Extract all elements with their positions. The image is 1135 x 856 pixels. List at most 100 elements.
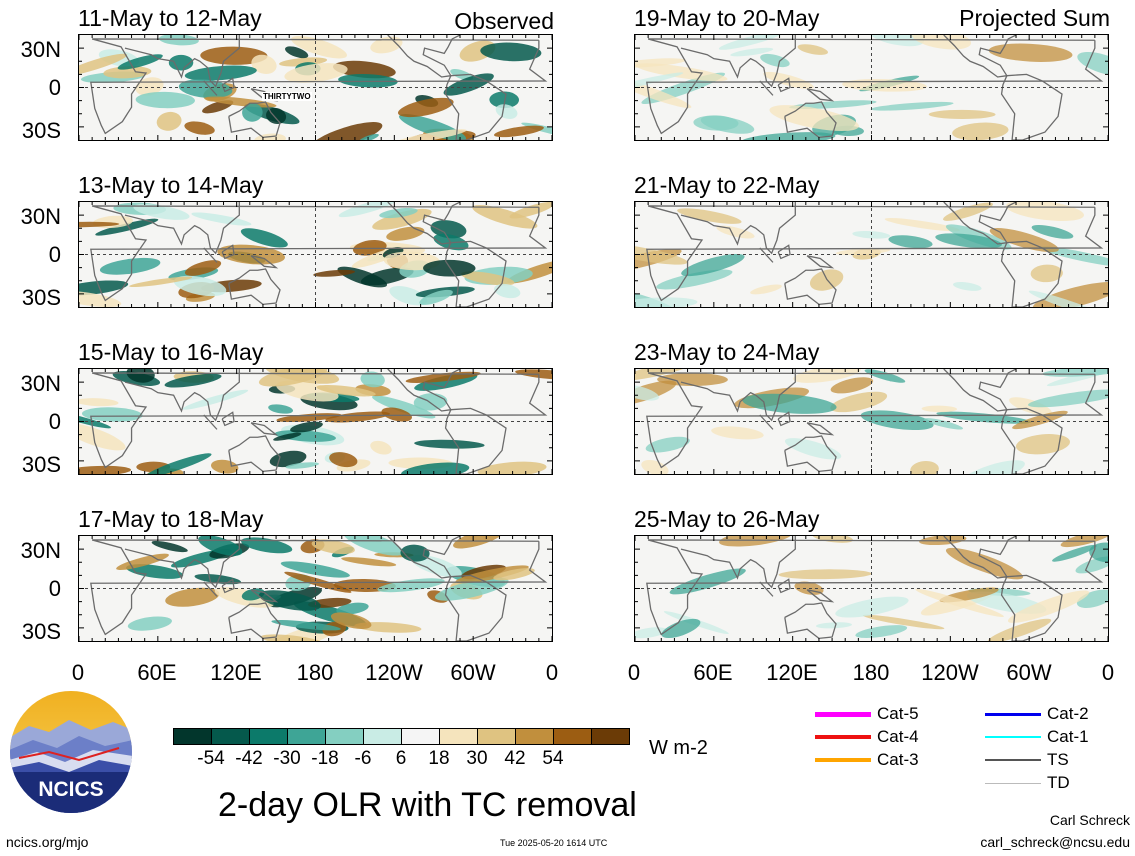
footer-email[interactable]: carl_schreck@ncsu.edu <box>980 834 1130 850</box>
coastline <box>221 77 235 93</box>
olr-anomaly-blob <box>1007 590 1090 623</box>
colorbar-swatch <box>477 728 516 745</box>
olr-map-observed-3 <box>78 368 553 475</box>
olr-anomaly-blob <box>333 60 396 79</box>
olr-anomaly-blob <box>370 440 392 455</box>
olr-anomaly-blob <box>330 612 372 629</box>
olr-anomaly-blob <box>285 46 309 59</box>
olr-anomaly-blob <box>313 269 356 277</box>
olr-anomaly-blob <box>681 253 745 277</box>
legend-line-ts <box>985 759 1041 761</box>
olr-anomaly-blob <box>509 202 552 219</box>
olr-map-observed-1: THIRTYTWO <box>78 34 553 141</box>
olr-map-svg <box>635 35 1108 140</box>
legend-line-cat-1 <box>985 736 1041 738</box>
olr-anomaly-blob <box>677 208 742 224</box>
colorbar-units: W m-2 <box>649 737 708 759</box>
olr-anomaly-blob <box>156 111 182 131</box>
panel-title-4: 17-May to 18-May <box>78 506 264 532</box>
olr-anomaly-blob <box>989 227 1059 253</box>
olr-anomaly-blob <box>127 616 172 631</box>
olr-anomaly-blob <box>455 565 529 584</box>
coastline <box>228 435 281 473</box>
ncics-logo: NCICS <box>10 691 132 813</box>
olr-anomaly-blob <box>165 587 220 607</box>
olr-anomaly-blob <box>493 125 544 138</box>
legend-line-td <box>985 782 1041 784</box>
observed-label: Observed <box>454 8 554 34</box>
panel-title-3: 15-May to 16-May <box>78 339 264 365</box>
coastline <box>943 536 1017 579</box>
olr-anomaly-blob <box>168 54 194 71</box>
olr-anomaly-blob <box>769 105 859 131</box>
coastline <box>387 202 461 245</box>
colorbar-swatch <box>439 728 478 745</box>
lon-label-60e-right: 60E <box>693 660 733 685</box>
lat-label-30s-p1: 30S <box>21 118 61 143</box>
olr-anomaly-blob <box>952 122 1009 140</box>
olr-anomaly-blob <box>864 369 906 383</box>
olr-anomaly-blob <box>645 436 690 453</box>
olr-anomaly-blob <box>338 202 398 218</box>
panel-title-2: 13-May to 14-May <box>78 172 264 198</box>
coastline <box>680 202 796 255</box>
olr-anomaly-blob <box>480 42 542 62</box>
coastline <box>777 411 791 427</box>
coastline <box>250 589 279 603</box>
coastline <box>784 435 837 473</box>
colorbar-swatch <box>553 728 592 745</box>
olr-anomaly-blob <box>268 404 294 414</box>
lat-label-30s-p4: 30S <box>21 619 61 644</box>
olr-anomaly-blob <box>693 115 739 131</box>
olr-anomaly-blob <box>284 63 348 83</box>
olr-anomaly-blob <box>489 91 520 109</box>
colorbar-swatch <box>591 728 630 745</box>
olr-anomaly-blob <box>719 536 793 547</box>
olr-anomaly-blob <box>95 218 159 236</box>
olr-anomaly-blob <box>515 369 552 380</box>
olr-anomaly-blob <box>419 289 453 305</box>
olr-anomaly-blob <box>635 627 667 639</box>
coastline <box>777 578 791 594</box>
olr-map-projected-2 <box>634 201 1109 308</box>
olr-anomaly-blob <box>910 460 939 474</box>
coastline <box>784 602 837 640</box>
lat-label-30n-p4: 30N <box>20 538 61 563</box>
olr-anomaly-blob <box>789 100 877 109</box>
coastline <box>203 247 218 263</box>
footer-url[interactable]: ncics.org/mjo <box>6 834 89 850</box>
olr-anomaly-blob <box>184 121 215 135</box>
legend-cat-2: Cat-2 <box>985 704 1089 724</box>
olr-map-svg <box>79 202 552 307</box>
olr-anomaly-blob <box>911 35 972 50</box>
legend-label-cat-5: Cat-5 <box>877 704 919 723</box>
olr-anomaly-blob <box>79 53 128 76</box>
olr-anomaly-blob <box>79 465 132 474</box>
coastline <box>228 602 281 640</box>
coastline <box>90 38 548 135</box>
olr-anomaly-blob <box>79 280 129 296</box>
coastline <box>759 247 774 263</box>
olr-anomaly-blob <box>656 269 733 290</box>
olr-anomaly-blob <box>191 212 252 226</box>
coastline <box>387 369 461 412</box>
olr-anomaly-blob <box>311 539 355 555</box>
olr-anomaly-blob <box>372 208 432 230</box>
coastline <box>680 35 796 88</box>
olr-anomaly-blob <box>372 395 436 419</box>
legend-line-cat-3 <box>815 758 871 762</box>
olr-anomaly-blob <box>952 282 982 291</box>
lon-label-180-left: 180 <box>296 660 334 685</box>
coastline <box>124 369 240 422</box>
colorbar-tick-label: -54 <box>197 748 225 769</box>
coastline <box>228 101 281 139</box>
colorbar-swatch <box>515 728 554 745</box>
lat-label-0-p3: 0 <box>48 409 61 434</box>
lat-label-0-p2: 0 <box>48 242 61 267</box>
colorbar-swatch <box>173 728 212 745</box>
panel-title-5: 19-May to 20-May <box>634 5 820 31</box>
coastline <box>203 581 218 597</box>
coastline <box>124 202 240 255</box>
colorbar-swatch <box>363 728 402 745</box>
coastline <box>250 422 279 436</box>
